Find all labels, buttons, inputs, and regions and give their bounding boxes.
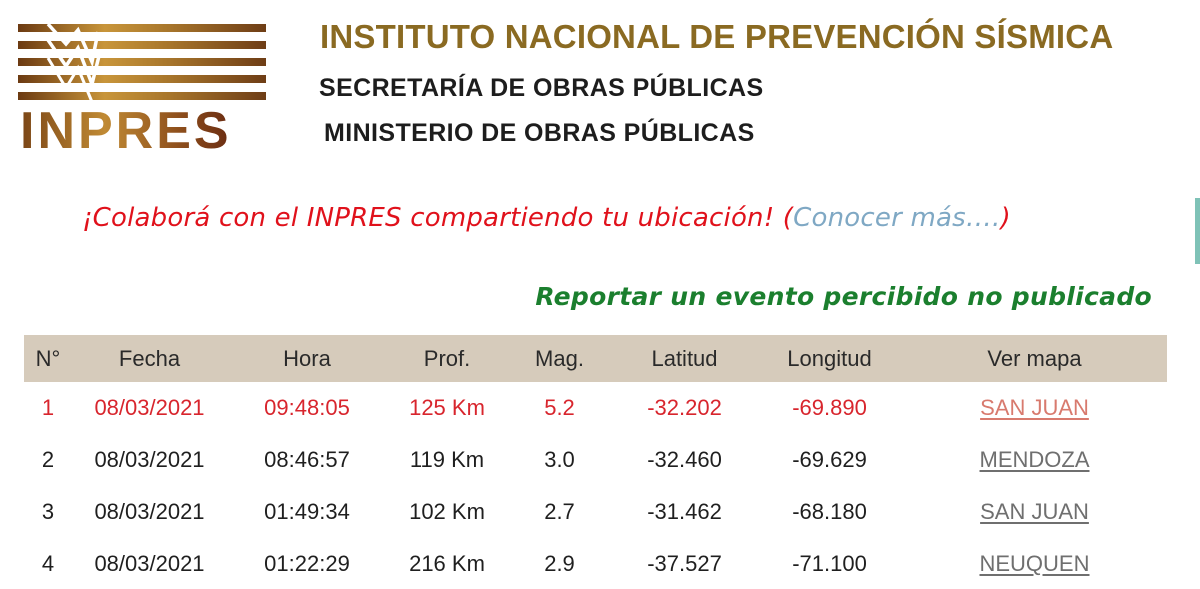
cell-depth: 102 Km xyxy=(409,499,485,524)
table-row: 2 08/03/2021 08:46:57 119 Km 3.0 -32.460… xyxy=(24,434,1167,486)
cell-magnitude: 2.7 xyxy=(544,499,575,524)
cell-time: 01:49:34 xyxy=(264,499,350,524)
cell-date: 08/03/2021 xyxy=(94,447,205,472)
col-header-longitude: Longitud xyxy=(787,345,872,371)
seismic-waves-logo-icon: INPRES xyxy=(18,22,266,152)
cell-map: SAN JUAN xyxy=(902,486,1167,538)
cell-depth: 216 Km xyxy=(409,551,485,576)
ministry-subtitle: MINISTERIO DE OBRAS PÚBLICAS xyxy=(324,119,755,147)
map-link[interactable]: SAN JUAN xyxy=(980,395,1089,420)
cell-latitude: -37.527 xyxy=(647,551,722,576)
collaborate-text: ¡Colaborá con el INPRES compartiendo tu … xyxy=(82,203,794,233)
cell-map: SAN JUAN xyxy=(902,382,1167,434)
col-header-time: Hora xyxy=(283,345,331,371)
col-header-map: Ver mapa xyxy=(987,345,1082,371)
cell-time: 08:46:57 xyxy=(264,447,350,472)
col-header-depth: Prof. xyxy=(423,345,471,371)
cell-depth: 119 Km xyxy=(409,447,485,472)
map-link[interactable]: SAN JUAN xyxy=(980,499,1089,524)
cell-magnitude: 2.9 xyxy=(544,551,575,576)
cell-longitude: -69.629 xyxy=(792,447,867,472)
cell-time: 01:22:29 xyxy=(264,551,350,576)
cell-magnitude: 3.0 xyxy=(544,447,575,472)
table-row: 3 08/03/2021 01:49:34 102 Km 2.7 -31.462… xyxy=(24,486,1167,538)
table-row: 4 08/03/2021 01:22:29 216 Km 2.9 -37.527… xyxy=(24,538,1167,589)
secretariat-subtitle: SECRETARÍA DE OBRAS PÚBLICAS xyxy=(319,74,764,102)
table-row: 1 08/03/2021 09:48:05 125 Km 5.2 -32.202… xyxy=(24,382,1167,434)
cell-date: 08/03/2021 xyxy=(94,551,205,576)
cell-map: NEUQUEN xyxy=(902,538,1167,589)
cell-magnitude: 5.2 xyxy=(544,395,575,420)
cell-time: 09:48:05 xyxy=(264,395,350,420)
cell-latitude: -32.460 xyxy=(647,447,722,472)
side-tab-edge[interactable] xyxy=(1195,198,1200,264)
cell-map: MENDOZA xyxy=(902,434,1167,486)
cell-longitude: -71.100 xyxy=(792,551,867,576)
col-header-date: Fecha xyxy=(118,345,181,371)
cell-date: 08/03/2021 xyxy=(94,395,205,420)
cell-longitude: -69.890 xyxy=(792,395,867,420)
cell-latitude: -31.462 xyxy=(647,499,722,524)
map-link[interactable]: NEUQUEN xyxy=(979,551,1090,576)
cell-number: 2 xyxy=(41,447,55,472)
cell-number: 3 xyxy=(41,499,55,524)
col-header-number: N° xyxy=(35,345,61,371)
report-event-link[interactable]: Reportar un evento percibido no publicad… xyxy=(535,282,1152,311)
cell-longitude: -68.180 xyxy=(792,499,867,524)
cell-depth: 125 Km xyxy=(409,395,485,420)
map-link[interactable]: MENDOZA xyxy=(979,447,1090,472)
institute-title: INSTITUTO NACIONAL DE PREVENCIÓN SÍSMICA xyxy=(320,18,1114,55)
cell-number: 1 xyxy=(41,395,55,420)
cell-number: 4 xyxy=(41,551,55,576)
inpres-logo[interactable]: INPRES xyxy=(18,22,270,152)
collaborate-banner: ¡Colaborá con el INPRES compartiendo tu … xyxy=(82,203,1011,233)
close-paren: ) xyxy=(1000,203,1011,233)
col-header-magnitude: Mag. xyxy=(535,345,584,371)
earthquake-table: N° Fecha Hora Prof. Mag. Latitud Longitu… xyxy=(24,335,1167,589)
learn-more-link[interactable]: Conocer más…. xyxy=(793,203,1001,233)
table-header-row: N° Fecha Hora Prof. Mag. Latitud Longitu… xyxy=(24,335,1167,382)
svg-text:INPRES: INPRES xyxy=(20,102,232,152)
col-header-latitude: Latitud xyxy=(651,345,718,371)
cell-latitude: -32.202 xyxy=(647,395,722,420)
cell-date: 08/03/2021 xyxy=(94,499,205,524)
